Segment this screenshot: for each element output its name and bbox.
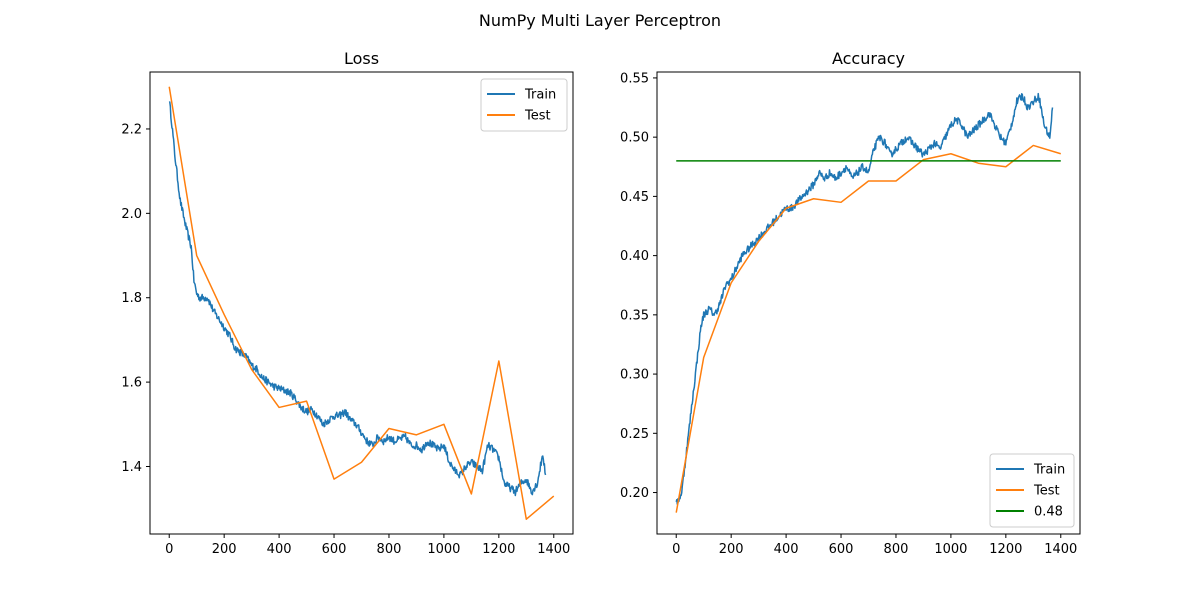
loss-ytick-label: 1.8 bbox=[121, 291, 142, 306]
accuracy-legend-label: Test bbox=[1033, 484, 1060, 499]
accuracy-ytick-label: 0.40 bbox=[620, 249, 649, 264]
loss-title: Loss bbox=[344, 49, 379, 68]
loss-xtick-label: 0 bbox=[165, 542, 173, 557]
accuracy-legend-label: 0.48 bbox=[1034, 505, 1063, 520]
accuracy-xtick-label: 200 bbox=[719, 542, 744, 557]
loss-ytick-label: 1.4 bbox=[121, 460, 142, 475]
accuracy-title: Accuracy bbox=[832, 49, 905, 68]
loss-ytick-label: 2.2 bbox=[121, 122, 142, 137]
loss-legend: Train Test bbox=[480, 78, 568, 132]
accuracy-ytick-label: 0.55 bbox=[620, 71, 649, 86]
loss-ytick-label: 2.0 bbox=[121, 207, 142, 222]
accuracy-ytick-label: 0.45 bbox=[620, 190, 649, 205]
accuracy-xtick-label: 600 bbox=[829, 542, 854, 557]
loss-xtick-label: 800 bbox=[377, 542, 402, 557]
loss-xtick-label: 1400 bbox=[537, 542, 570, 557]
loss-xtick-label: 400 bbox=[267, 542, 292, 557]
accuracy-xtick-label: 1200 bbox=[989, 542, 1022, 557]
loss-xtick-label: 1000 bbox=[427, 542, 460, 557]
loss-xtick-label: 1200 bbox=[482, 542, 515, 557]
accuracy-ytick-label: 0.50 bbox=[620, 131, 649, 146]
accuracy-axes-frame bbox=[656, 71, 1081, 535]
accuracy-xtick-label: 400 bbox=[774, 542, 799, 557]
loss-series-train-line bbox=[168, 101, 547, 497]
accuracy-series-train-line bbox=[675, 92, 1054, 505]
accuracy-ytick-label: 0.25 bbox=[620, 427, 649, 442]
loss-xtick-label: 200 bbox=[212, 542, 237, 557]
loss-ytick-label: 1.6 bbox=[121, 376, 142, 391]
accuracy-ytick-label: 0.20 bbox=[620, 486, 649, 501]
accuracy-ytick-label: 0.30 bbox=[620, 368, 649, 383]
accuracy-xtick-label: 1000 bbox=[934, 542, 967, 557]
loss-axes: Loss 0 200 400 600 800 1000 1200 1400 1.4 1.6 1.8 2… bbox=[121, 49, 574, 557]
accuracy-ytick-label: 0.35 bbox=[620, 308, 649, 323]
loss-axes-frame bbox=[149, 71, 574, 535]
loss-legend-box bbox=[480, 78, 568, 132]
accuracy-axes: Accuracy 0 200 400 600 800 1000 1200 1400 0.20 0.… bbox=[620, 49, 1081, 557]
loss-legend-label: Train bbox=[524, 88, 556, 103]
accuracy-xtick-label: 0 bbox=[672, 542, 680, 557]
accuracy-legend-label: Train bbox=[1033, 463, 1065, 478]
accuracy-legend: Train Test 0.48 bbox=[989, 453, 1075, 528]
figure-suptitle: NumPy Multi Layer Perceptron bbox=[479, 11, 721, 30]
loss-series-test-line bbox=[168, 86, 555, 520]
loss-xtick-label: 600 bbox=[322, 542, 347, 557]
accuracy-legend-box bbox=[989, 453, 1075, 528]
accuracy-xtick-label: 800 bbox=[884, 542, 909, 557]
accuracy-xtick-label: 1400 bbox=[1044, 542, 1077, 557]
accuracy-series-test-line bbox=[675, 144, 1061, 513]
loss-legend-label: Test bbox=[524, 109, 551, 124]
